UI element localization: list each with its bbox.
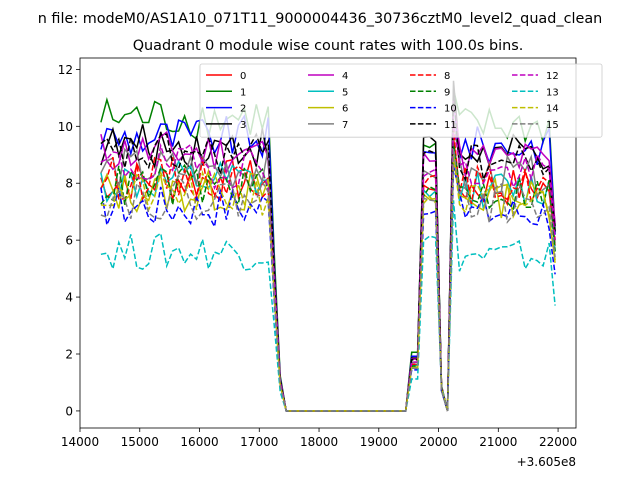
y-tick-label: 6 xyxy=(65,234,73,248)
legend-label-7: 7 xyxy=(342,120,348,131)
y-tick-label: 10 xyxy=(58,120,73,134)
legend-label-13: 13 xyxy=(546,87,559,98)
series-line-13 xyxy=(100,200,556,412)
series-line-4 xyxy=(100,100,556,412)
figure-suptitle: n file: modeM0/AS1A10_071T11_9000004436_… xyxy=(38,11,603,27)
series-line-15 xyxy=(100,148,556,412)
x-tick-label: 22000 xyxy=(539,435,577,449)
x-tick-label: 20000 xyxy=(419,435,457,449)
legend-label-6: 6 xyxy=(342,104,348,115)
x-tick-label: 18000 xyxy=(300,435,338,449)
legend-label-14: 14 xyxy=(546,104,559,115)
x-tick-label: 17000 xyxy=(240,435,278,449)
y-tick-label: 8 xyxy=(65,177,73,191)
x-tick-label: 21000 xyxy=(479,435,517,449)
x-axis-offset-label: +3.605e8 xyxy=(517,455,576,469)
series-line-12 xyxy=(100,120,556,412)
legend-box xyxy=(199,63,603,138)
y-axis: 0 2 4 6 8 10 12 xyxy=(58,63,80,418)
series-line-14 xyxy=(100,154,556,412)
legend-label-3: 3 xyxy=(240,120,246,131)
legend-label-5: 5 xyxy=(342,87,348,98)
x-axis: 14000 15000 16000 17000 18000 19000 20000 21000… xyxy=(61,428,577,449)
legend-label-11: 11 xyxy=(444,120,457,131)
chart-title: Quadrant 0 module wise count rates with … xyxy=(133,38,524,54)
legend-label-8: 8 xyxy=(444,71,450,82)
legend-label-12: 12 xyxy=(546,71,559,82)
y-tick-label: 4 xyxy=(65,291,73,305)
legend-label-10: 10 xyxy=(444,104,457,115)
legend-label-9: 9 xyxy=(444,87,450,98)
x-tick-label: 19000 xyxy=(360,435,398,449)
legend-label-1: 1 xyxy=(240,87,246,98)
legend-label-2: 2 xyxy=(240,104,246,115)
legend-label-15: 15 xyxy=(546,120,559,131)
y-tick-label: 0 xyxy=(65,404,73,418)
x-tick-label: 16000 xyxy=(180,435,218,449)
x-tick-label: 15000 xyxy=(121,435,159,449)
legend-label-4: 4 xyxy=(342,71,348,82)
legend-label-0: 0 xyxy=(240,71,246,82)
series-layer xyxy=(100,80,556,412)
y-tick-label: 12 xyxy=(58,63,73,77)
axes-frame xyxy=(79,57,577,429)
series-line-10 xyxy=(100,166,556,412)
y-tick-label: 2 xyxy=(65,348,73,362)
x-tick-label: 14000 xyxy=(61,435,99,449)
